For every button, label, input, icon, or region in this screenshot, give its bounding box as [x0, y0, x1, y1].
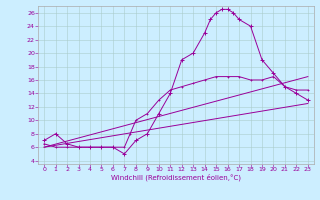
- X-axis label: Windchill (Refroidissement éolien,°C): Windchill (Refroidissement éolien,°C): [111, 174, 241, 181]
